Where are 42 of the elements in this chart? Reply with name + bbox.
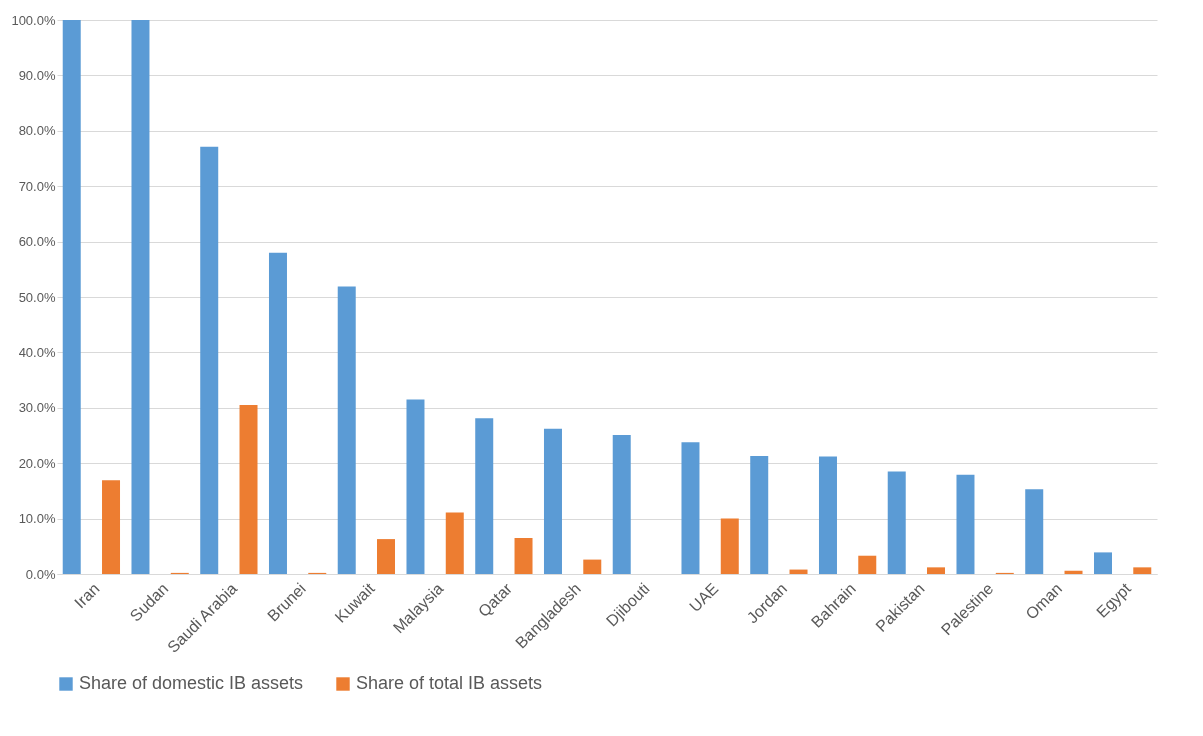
- bar: [200, 146, 219, 574]
- bar: [102, 480, 121, 574]
- bar: [131, 20, 150, 574]
- y-tick-label: 90.0%: [18, 67, 56, 83]
- y-tick-label: 20.0%: [18, 455, 56, 471]
- bar: [337, 286, 356, 574]
- bar: [1093, 552, 1112, 574]
- bar: [406, 399, 425, 574]
- bar: [377, 539, 396, 574]
- y-tick-label: 100.0%: [11, 12, 56, 28]
- bar: [858, 555, 877, 574]
- bar: [1025, 489, 1044, 574]
- bar: [514, 537, 533, 574]
- bar: [612, 434, 631, 574]
- bar: [62, 20, 81, 574]
- y-tick-label: 30.0%: [18, 400, 56, 416]
- legend-label: Share of total IB assets: [356, 673, 543, 693]
- y-tick-label: 80.0%: [18, 123, 56, 139]
- y-tick-label: 40.0%: [18, 344, 56, 360]
- bar: [445, 512, 464, 574]
- bar: [1133, 567, 1152, 574]
- bar: [475, 418, 494, 574]
- y-tick-label: 10.0%: [18, 511, 56, 527]
- bar: [956, 474, 975, 574]
- bar: [789, 569, 808, 574]
- bar: [720, 518, 739, 574]
- y-tick-label: 70.0%: [18, 178, 56, 194]
- bar: [239, 405, 258, 574]
- legend-label: Share of domestic IB assets: [79, 673, 304, 693]
- x-tick-label: Iran: [71, 579, 103, 612]
- bar: [583, 559, 602, 574]
- bar: [1064, 570, 1083, 574]
- bar: [268, 252, 287, 574]
- bar: [927, 567, 946, 574]
- y-tick-label: 0.0%: [25, 566, 56, 582]
- y-tick-label: 60.0%: [18, 234, 56, 250]
- bar: [750, 456, 769, 574]
- bar: [887, 471, 906, 574]
- bar: [818, 456, 837, 574]
- bar: [543, 428, 562, 574]
- y-tick-label: 50.0%: [18, 289, 56, 305]
- bar: [681, 442, 700, 574]
